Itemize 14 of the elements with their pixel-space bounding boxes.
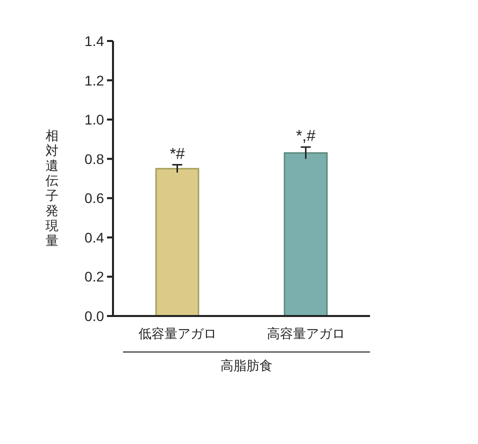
x-tick-label: 高容量アガロ	[266, 326, 345, 341]
y-tick-label: 0.0	[84, 308, 104, 324]
annotation: *#	[170, 146, 185, 163]
y-tick-label: 0.6	[84, 190, 104, 206]
y-tick-label: 0.4	[84, 229, 104, 246]
x-axis-title: 高脂肪食	[220, 358, 272, 373]
y-tick-label: 1.2	[84, 72, 104, 88]
y-tick-label: 0.2	[84, 268, 104, 285]
annotation: *,#	[296, 128, 316, 146]
y-tick-label: 1.4	[84, 33, 104, 49]
y-tick-label: 0.8	[84, 150, 104, 167]
y-tick-label: 1.0	[84, 112, 104, 128]
x-tick-label: 低容量アガロ	[138, 326, 216, 341]
y-axis-title: 相対遺伝子発現量	[46, 128, 58, 248]
